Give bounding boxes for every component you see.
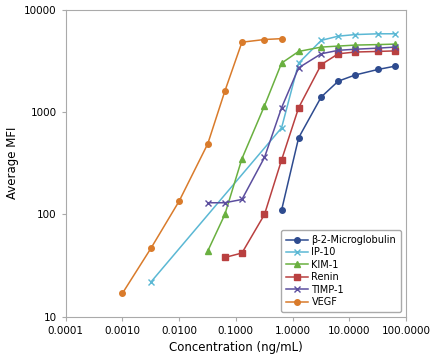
Renin: [279, 158, 284, 162]
KIM-1: [222, 212, 228, 217]
KIM-1: [279, 61, 284, 65]
IP-10: [279, 126, 284, 130]
KIM-1: [336, 44, 341, 48]
KIM-1: [296, 49, 301, 54]
TIMP-1: [205, 201, 211, 205]
IP-10: [149, 280, 154, 284]
VEGF: [222, 89, 228, 93]
Renin: [296, 105, 301, 110]
KIM-1: [392, 42, 398, 46]
β-2-Microglobulin: [336, 79, 341, 83]
Renin: [319, 63, 324, 67]
KIM-1: [375, 42, 381, 47]
Line: Renin: Renin: [222, 48, 398, 260]
TIMP-1: [336, 48, 341, 53]
TIMP-1: [319, 51, 324, 56]
KIM-1: [262, 104, 267, 108]
TIMP-1: [262, 155, 267, 159]
VEGF: [262, 37, 267, 42]
TIMP-1: [296, 66, 301, 70]
Line: IP-10: IP-10: [148, 30, 399, 285]
X-axis label: Concentration (ng/mL): Concentration (ng/mL): [169, 341, 303, 355]
Line: VEGF: VEGF: [120, 36, 284, 296]
β-2-Microglobulin: [296, 136, 301, 140]
Renin: [353, 50, 358, 54]
β-2-Microglobulin: [353, 73, 358, 77]
VEGF: [120, 291, 125, 296]
VEGF: [279, 36, 284, 41]
Renin: [222, 255, 228, 260]
TIMP-1: [375, 46, 381, 50]
IP-10: [336, 34, 341, 38]
TIMP-1: [239, 197, 245, 202]
IP-10: [319, 38, 324, 42]
VEGF: [149, 246, 154, 250]
VEGF: [239, 40, 245, 44]
TIMP-1: [279, 105, 284, 110]
Y-axis label: Average MFI: Average MFI: [6, 127, 19, 199]
KIM-1: [205, 249, 211, 253]
KIM-1: [353, 43, 358, 47]
TIMP-1: [392, 45, 398, 49]
TIMP-1: [222, 201, 228, 205]
KIM-1: [319, 45, 324, 49]
VEGF: [177, 199, 182, 203]
Line: β-2-Microglobulin: β-2-Microglobulin: [279, 63, 398, 213]
Line: KIM-1: KIM-1: [205, 41, 398, 254]
IP-10: [375, 32, 381, 36]
Renin: [239, 251, 245, 255]
Renin: [375, 49, 381, 54]
IP-10: [353, 32, 358, 37]
β-2-Microglobulin: [279, 208, 284, 212]
β-2-Microglobulin: [392, 64, 398, 68]
IP-10: [392, 32, 398, 36]
β-2-Microglobulin: [319, 95, 324, 99]
KIM-1: [239, 157, 245, 161]
Renin: [392, 49, 398, 53]
TIMP-1: [353, 47, 358, 51]
IP-10: [296, 61, 301, 65]
Line: TIMP-1: TIMP-1: [204, 44, 399, 206]
VEGF: [205, 141, 211, 146]
Renin: [336, 51, 341, 56]
β-2-Microglobulin: [375, 67, 381, 72]
Legend: β-2-Microglobulin, IP-10, KIM-1, Renin, TIMP-1, VEGF: β-2-Microglobulin, IP-10, KIM-1, Renin, …: [281, 230, 401, 312]
Renin: [262, 212, 267, 217]
